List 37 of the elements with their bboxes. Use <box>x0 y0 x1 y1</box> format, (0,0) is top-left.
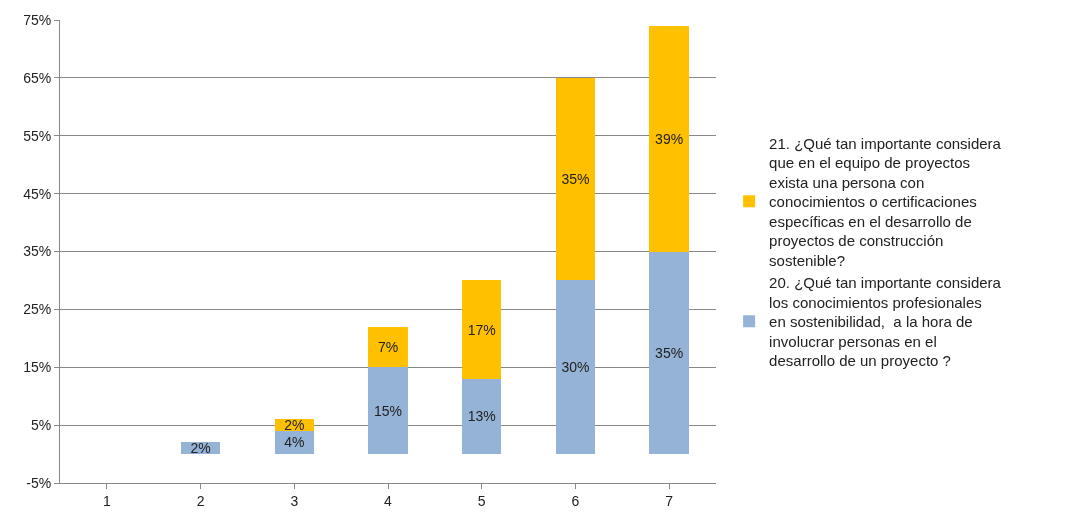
data-label: 4% <box>284 434 305 451</box>
x-tick-label: 6 <box>571 492 580 509</box>
data-label: 39% <box>655 130 684 147</box>
y-tick-label: 45% <box>23 185 52 202</box>
x-tick-label: 7 <box>665 492 674 509</box>
y-tick-label: 5% <box>30 417 52 434</box>
data-label: 15% <box>373 402 403 419</box>
y-tick-label: 75% <box>23 11 52 28</box>
data-label: 2% <box>190 440 211 457</box>
bar <box>368 367 408 455</box>
y-tick-label: 15% <box>23 359 52 376</box>
data-label: 13% <box>467 408 496 425</box>
legend-label: 20. ¿Qué tan importante considera los conocimientos profesionales en sostenibilidad, a la hora de involucrar personas en el desarrollo de un proyecto ? <box>769 274 1002 370</box>
x-tick-label: 1 <box>102 492 111 509</box>
y-tick-label: 55% <box>23 127 52 144</box>
bar <box>368 326 408 368</box>
x-tick-label: 5 <box>477 492 486 509</box>
bar <box>649 25 689 252</box>
bar <box>462 378 502 455</box>
y-tick-label: 65% <box>23 69 52 86</box>
data-label: 2% <box>284 417 305 434</box>
legend-label: 21. ¿Qué tan importante considera que en el equipo de proyectos exista una persona con conocimientos o certificaciones específicas en el desarrollo de proyectos de construcción sostenible? <box>769 134 1002 269</box>
y-tick-label: 35% <box>23 243 52 260</box>
bar <box>462 280 502 379</box>
x-tick-label: 3 <box>290 492 299 509</box>
data-label: 17% <box>467 321 496 338</box>
x-tick-label: 4 <box>384 492 393 509</box>
data-label: 7% <box>377 338 399 355</box>
y-tick-label: -5% <box>26 474 52 491</box>
data-label: 35% <box>561 171 590 188</box>
y-tick-label: 25% <box>23 301 52 318</box>
x-tick-label: 2 <box>196 492 205 509</box>
data-label: 30% <box>561 359 590 376</box>
data-label: 35% <box>655 344 684 361</box>
bar <box>649 251 689 455</box>
bar <box>555 77 596 281</box>
bar <box>555 280 596 455</box>
